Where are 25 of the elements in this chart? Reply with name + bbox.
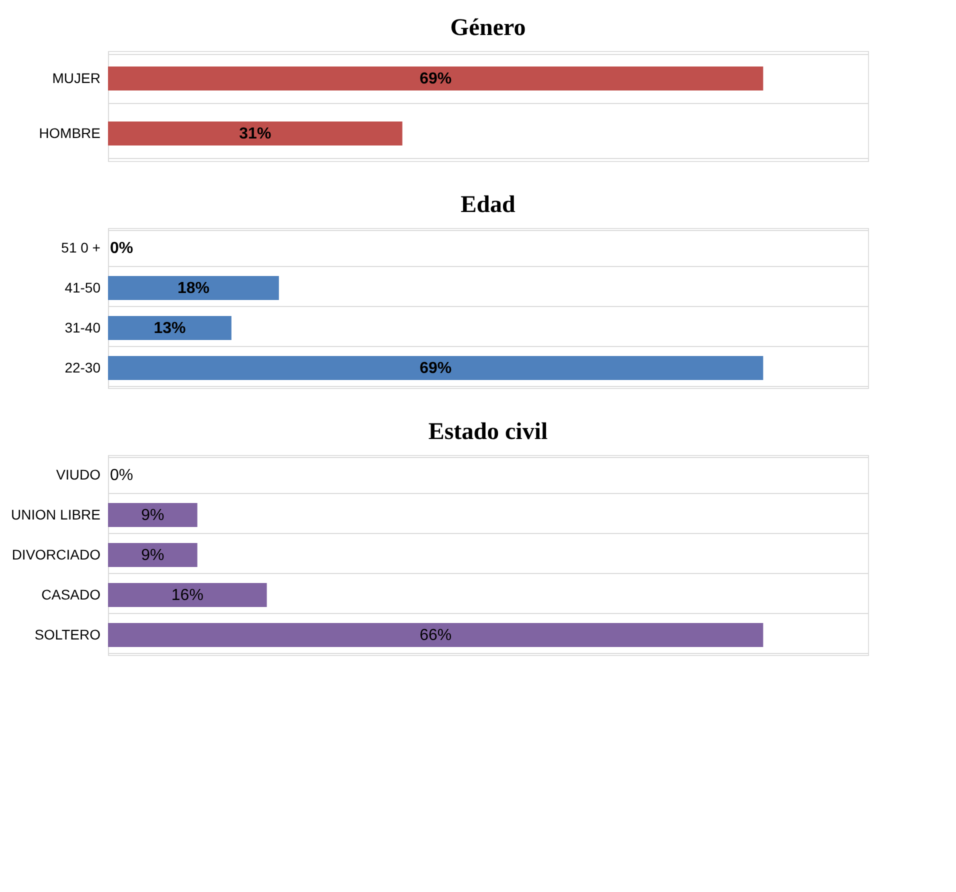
data-label: 66% [420,627,452,644]
y-tick-label: MUJER [52,70,100,86]
data-label: 31% [239,126,272,142]
y-tick-label: 41-50 [64,280,101,296]
y-tick-label: 22-30 [64,360,101,376]
y-tick-label: 51 0 + [61,240,100,256]
y-tick-label: HOMBRE [39,125,100,141]
data-label: 9% [141,547,164,564]
y-tick-label: UNION LIBRE [11,506,100,522]
y-tick-label: CASADO [41,586,101,602]
y-tick-label: 31-40 [64,320,101,336]
data-label: 0% [110,467,134,484]
data-label: 0% [110,240,134,257]
chart-title: Género [450,15,526,41]
y-tick-label: DIVORCIADO [12,546,101,562]
chart-title: Estado civil [428,419,548,445]
data-label: 13% [154,320,186,337]
data-label: 69% [420,360,452,377]
data-label: 16% [171,587,204,604]
data-label: 69% [420,70,452,88]
y-tick-label: SOLTERO [34,626,101,642]
chart-title: Edad [460,192,516,218]
data-label: 9% [141,507,164,524]
data-label: 18% [177,280,210,297]
y-tick-label: VIUDO [56,466,101,482]
